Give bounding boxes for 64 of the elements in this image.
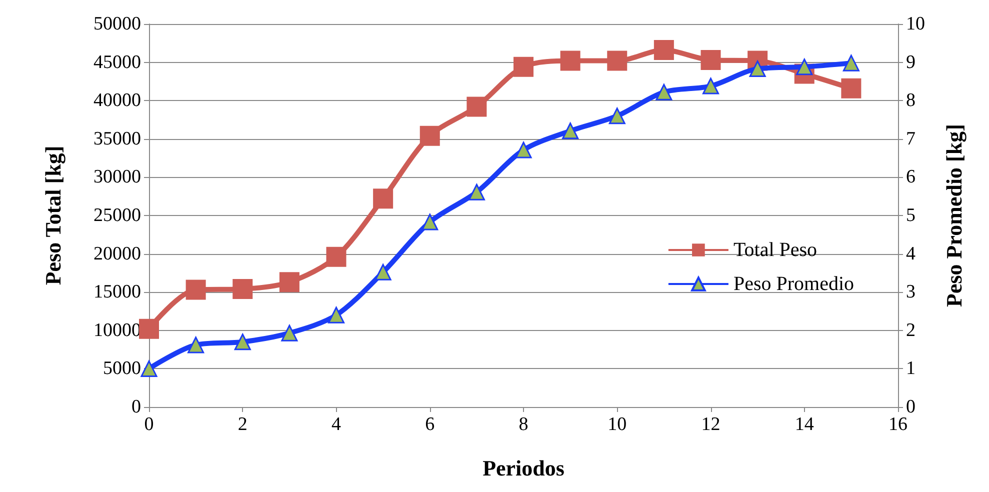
y-tick-label: 35000	[94, 128, 141, 150]
point	[700, 50, 721, 70]
x-tick-label: 4	[332, 414, 342, 435]
point	[560, 50, 580, 71]
point	[841, 78, 862, 98]
y-tick-label: 30000	[94, 166, 141, 188]
point	[420, 126, 440, 146]
point	[654, 40, 674, 60]
y-tick-label: 0	[132, 396, 141, 418]
point	[234, 334, 251, 350]
point	[515, 142, 532, 158]
y2-tick-label: 9	[906, 52, 916, 73]
y-tick-label: 15000	[94, 282, 141, 303]
point	[562, 122, 579, 140]
point	[514, 56, 534, 77]
point	[466, 96, 487, 117]
x-tick-label: 10	[608, 414, 627, 435]
y-tick-label: 50000	[94, 14, 141, 34]
point	[373, 188, 394, 209]
x-axis-title: Periodos	[482, 456, 565, 480]
x-tick-label: 8	[518, 414, 528, 435]
y2-tick-label: 2	[906, 320, 916, 341]
point	[281, 324, 298, 342]
y-tick-label: 5000	[103, 358, 141, 380]
legend-label: Peso Promedio	[733, 273, 854, 295]
y2-tick-label: 6	[906, 166, 916, 188]
y2-tick-label: 5	[906, 205, 916, 226]
legend-label: Total Peso	[733, 239, 818, 261]
point	[140, 360, 158, 377]
point	[607, 50, 628, 71]
y2-tick-label: 1	[906, 358, 916, 380]
y2-tick-label: 0	[906, 396, 916, 418]
y2-tick-label: 4	[906, 243, 916, 264]
y-tick-label: 45000	[94, 52, 141, 73]
y2-tick-label: 3	[906, 282, 916, 303]
point	[279, 272, 300, 292]
y-tick-label: 20000	[94, 243, 141, 264]
point	[139, 318, 159, 339]
point	[186, 280, 206, 300]
point	[374, 264, 392, 280]
point	[842, 54, 860, 72]
point	[702, 78, 719, 94]
point	[232, 279, 253, 300]
point	[608, 108, 626, 124]
point	[422, 214, 438, 230]
y-tick-label: 10000	[94, 320, 141, 341]
point	[326, 246, 346, 267]
x-tick-label: 6	[425, 414, 435, 435]
x-tick-label: 12	[701, 414, 720, 435]
y-tick-label: 25000	[94, 205, 141, 226]
x-tick-label: 16	[888, 414, 908, 435]
y2-tick-label: 8	[906, 90, 916, 112]
point	[328, 306, 344, 324]
y-tick-label: 40000	[94, 90, 141, 112]
point	[188, 336, 204, 354]
y2-tick-label: 10	[906, 14, 925, 34]
y2-axis-title: Peso Promedio [kg]	[942, 124, 966, 307]
point	[468, 184, 485, 200]
x-tick-label: 14	[794, 414, 814, 435]
y2-tick-label: 7	[906, 128, 916, 150]
x-tick-label: 2	[238, 414, 248, 435]
y-axis-title: Peso Total [kg]	[40, 146, 66, 286]
x-tick-label: 0	[144, 414, 154, 435]
point	[656, 84, 672, 100]
